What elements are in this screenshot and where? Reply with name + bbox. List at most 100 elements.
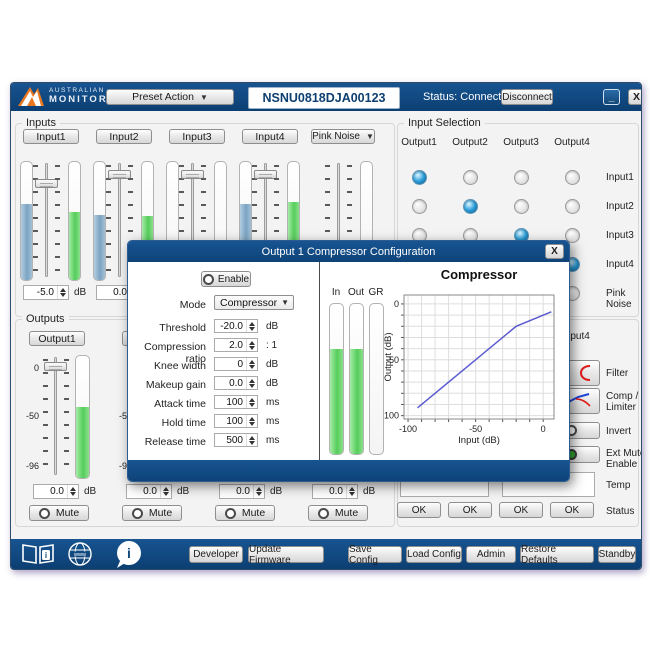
config-header-output4: Output4 [554,331,590,342]
svg-text:i: i [45,551,47,560]
compressor-enable-button[interactable]: Enable [201,271,251,287]
pink-noise-dropdown[interactable]: Pink Noise ▼ [311,129,375,144]
title-bar: AUSTRALIAN MONITOR Preset Action ▼ NSNU08… [11,83,641,111]
device-id-field[interactable]: NSNU0818DJA00123 [248,87,400,109]
restore-defaults-button[interactable]: Restore Defaults [520,544,594,566]
update-firmware-button[interactable]: Update Firmware [248,544,324,566]
hold-time-spinner[interactable]: 100 [214,414,258,428]
fader-ticks [106,165,111,275]
svg-text:Output (dB): Output (dB) [384,332,394,381]
output4-mute-button[interactable]: Mute [308,505,368,521]
svg-text:-100: -100 [384,411,399,421]
close-button[interactable]: X [628,89,641,105]
hold-time-label: Hold time [161,417,206,429]
radio-input2-output1[interactable] [412,199,427,214]
output1-mute-button[interactable]: Mute [29,505,89,521]
status-ok-output2[interactable]: OK [448,502,492,518]
spinner-arrows-icon[interactable] [160,485,171,498]
minimize-button[interactable]: _ [603,89,620,105]
attack-time-spinner[interactable]: 100 [214,395,258,409]
manual-book-icon[interactable]: i [21,542,55,566]
spinner-arrows-icon[interactable] [246,339,257,351]
spinner-arrows-icon[interactable] [246,415,257,427]
knee-width-spinner[interactable]: 0 [214,357,258,371]
column-header-output4: Output4 [554,137,590,148]
compression-ratio-spinner[interactable]: 2.0 [214,338,258,352]
threshold-spinner[interactable]: -20.0 [214,319,258,333]
knee-width-unit: dB [266,359,279,370]
output2-gain-spinner[interactable]: 0.0 [126,484,172,499]
bottom-toolbar: i www i Developer Update Firmware Save C… [11,539,641,569]
attack-time-label: Attack time [154,398,206,410]
radio-input2-output4[interactable] [565,199,580,214]
info-bubble-icon[interactable]: i [111,540,145,569]
svg-text:-50: -50 [469,424,482,434]
spinner-arrows-icon[interactable] [57,286,68,299]
spinner-arrows-icon[interactable] [246,396,257,408]
save-config-button[interactable]: Save Config [348,544,402,566]
radio-input1-output4[interactable] [565,170,580,185]
svg-text:-50: -50 [386,355,399,365]
radio-input1-output1[interactable] [412,170,427,185]
radio-input2-output3[interactable] [514,199,529,214]
radio-input2-output2[interactable] [463,199,478,214]
fader-ticks [55,165,60,275]
output1-fader-track [54,357,57,475]
row-label-invert: Invert [606,426,632,437]
spinner-arrows-icon[interactable] [253,485,264,498]
output3-mute-button[interactable]: Mute [215,505,275,521]
preset-action-dropdown[interactable]: Preset Action ▼ [106,89,234,105]
scale-50: -50 [118,411,132,421]
developer-button[interactable]: Developer [189,546,243,563]
output4-gain-spinner[interactable]: 0.0 [312,484,358,499]
spinner-arrows-icon[interactable] [246,377,257,389]
fader-ticks [274,165,279,275]
spinner-arrows-icon[interactable] [67,485,78,498]
output1-gain-spinner[interactable]: 0.0 [33,484,79,499]
input3-button[interactable]: Input3 [169,129,225,144]
threshold-unit: dB [266,321,279,332]
svg-text:Input (dB): Input (dB) [458,435,500,446]
spinner-arrows-icon[interactable] [246,358,257,370]
attack-time-unit: ms [266,397,280,408]
spinner-arrows-icon[interactable] [246,320,257,332]
spinner-arrows-icon[interactable] [346,485,357,498]
gain-unit-label: dB [177,486,190,497]
input1-meter-left [20,161,33,281]
input4-button[interactable]: Input4 [242,129,298,144]
standby-button[interactable]: Standby [598,546,636,563]
radio-input1-output2[interactable] [463,170,478,185]
disconnect-button[interactable]: Disconnect [501,89,553,105]
website-globe-icon[interactable]: www [67,541,93,567]
dialog-close-button[interactable]: X [545,244,564,259]
radio-input1-output3[interactable] [514,170,529,185]
compression-ratio-unit: : 1 [266,340,278,351]
mode-label: Mode [179,299,206,311]
input1-gain-spinner[interactable]: -5.0 [23,285,69,300]
release-time-spinner[interactable]: 500 [214,433,258,447]
radio-input3-output4[interactable] [565,228,580,243]
gain-unit-label: dB [363,486,376,497]
status-ok-output3[interactable]: OK [499,502,543,518]
admin-button[interactable]: Admin [466,546,516,563]
fader-ticks [33,165,38,275]
output1-button[interactable]: Output1 [29,331,85,346]
makeup-gain-spinner[interactable]: 0.0 [214,376,258,390]
row-label-input2: Input2 [606,201,634,212]
output2-mute-button[interactable]: Mute [122,505,182,521]
status-ok-output1[interactable]: OK [397,502,441,518]
output-channel-strip: Output1 0 -50 -96 0.0 dB Mute [21,329,109,523]
compressor-transfer-chart: -100 -50 0 0 -50 -100 Compressor Input (dB) Outp… [384,267,555,446]
mode-dropdown[interactable]: Compressor ▼ [214,295,294,310]
release-time-unit: ms [266,435,280,446]
input-selection-title: Input Selection [404,117,485,129]
input2-button[interactable]: Input2 [96,129,152,144]
fader-ticks [201,165,206,275]
status-ok-output4[interactable]: OK [550,502,594,518]
output3-gain-spinner[interactable]: 0.0 [219,484,265,499]
spinner-arrows-icon[interactable] [246,434,257,446]
input1-button[interactable]: Input1 [23,129,79,144]
gain-unit-label: dB [74,287,87,298]
input2-fader-track [118,163,121,277]
load-config-button[interactable]: Load Config [406,546,462,563]
